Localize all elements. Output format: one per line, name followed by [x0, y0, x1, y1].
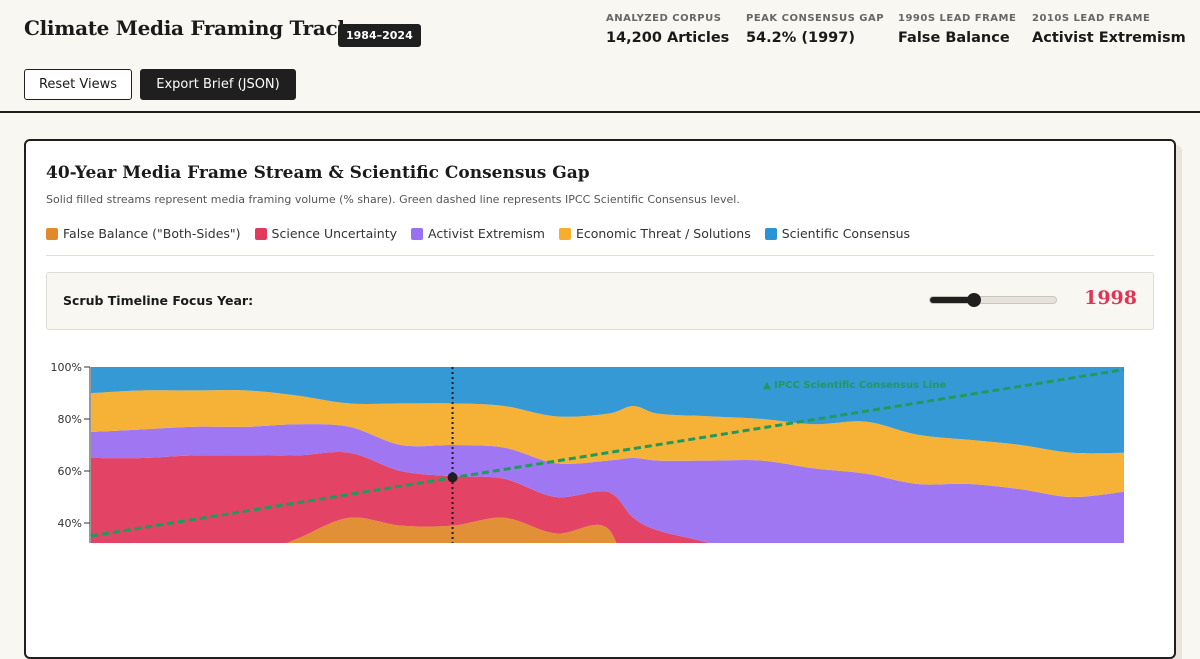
legend-label: Activist Extremism [428, 226, 545, 241]
legend-label: Scientific Consensus [781, 226, 911, 241]
focus-point [447, 472, 458, 483]
year-range-badge: 1984–2024 [338, 24, 421, 47]
stat-value: Activist Extremism [1032, 30, 1186, 46]
legend-item-economic[interactable]: Economic Threat / Solutions [558, 226, 751, 241]
legend-swatch [764, 227, 777, 240]
ipcc-consensus-line [90, 368, 1125, 538]
stat-2010s-lead-frame: 2010S LEAD FRAME Activist Extremism [1032, 13, 1186, 46]
stream-scientific-consensus [91, 367, 1124, 454]
legend-item-activist-extremism[interactable]: Activist Extremism [411, 226, 545, 241]
legend-item-false-balance[interactable]: False Balance ("Both-Sides") [46, 226, 241, 241]
legend-item-science-uncertainty[interactable]: Science Uncertainty [254, 226, 398, 241]
stream-activist-extremism [91, 424, 1124, 543]
timeline-scrubber-panel: Scrub Timeline Focus Year: 1998 [46, 272, 1154, 330]
divider [46, 255, 1154, 256]
legend-label: Science Uncertainty [271, 226, 398, 241]
legend-item-scientific-consensus[interactable]: Scientific Consensus [764, 226, 911, 241]
export-brief-button[interactable]: Export Brief (JSON) [140, 69, 296, 100]
stat-1990s-lead-frame: 1990S LEAD FRAME False Balance [898, 13, 1016, 46]
stat-label: PEAK CONSENSUS GAP [746, 13, 885, 24]
chart-title: 40-Year Media Frame Stream & Scientific … [46, 163, 590, 183]
legend-swatch [254, 227, 267, 240]
y-tick-label: 100% [51, 361, 82, 374]
scrubber-label: Scrub Timeline Focus Year: [63, 293, 254, 308]
chart-legend: False Balance ("Both-Sides") Science Unc… [46, 226, 924, 241]
stat-analyzed-corpus: ANALYZED CORPUS 14,200 Articles [606, 13, 729, 46]
focus-year-value: 1998 [1084, 287, 1137, 309]
stat-value: 54.2% (1997) [746, 30, 855, 46]
chart-subtitle: Solid filled streams represent media fra… [46, 193, 740, 206]
reset-views-button[interactable]: Reset Views [24, 69, 132, 100]
stat-peak-consensus-gap: PEAK CONSENSUS GAP 54.2% (1997) [746, 13, 884, 46]
legend-label: False Balance ("Both-Sides") [63, 226, 241, 241]
timeline-slider-thumb[interactable] [966, 293, 981, 307]
stream-false-balance [286, 517, 617, 543]
stat-label: 1990S LEAD FRAME [898, 13, 1017, 24]
stream-science-uncertainty [91, 452, 709, 543]
ipcc-line-annotation: ▲ IPCC Scientific Consensus Line [763, 380, 946, 391]
y-tick-label: 60% [58, 465, 82, 478]
stat-label: ANALYZED CORPUS [606, 13, 722, 24]
stream-chart[interactable]: ▲ IPCC Scientific Consensus Line 100% 80% 6… [0, 0, 1200, 630]
y-tick-label: 40% [58, 517, 82, 530]
stat-value: False Balance [898, 30, 1010, 46]
legend-swatch [46, 227, 58, 240]
legend-swatch [558, 227, 571, 240]
legend-swatch [411, 227, 424, 240]
stat-value: 14,200 Articles [606, 30, 730, 46]
stream-economic [91, 390, 1124, 498]
y-tick-label: 80% [58, 413, 82, 426]
stat-label: 2010S LEAD FRAME [1032, 13, 1151, 24]
plot-area: ▲ IPCC Scientific Consensus Line 100% 80% 6… [51, 361, 1125, 543]
legend-label: Economic Threat / Solutions [575, 226, 751, 241]
app-header: Climate Media Framing Tracker 1984–2024 … [0, 0, 1200, 113]
timeline-slider-track[interactable] [929, 296, 1057, 304]
app-title: Climate Media Framing Tracker [24, 16, 374, 40]
timeline-slider-fill [930, 297, 975, 303]
